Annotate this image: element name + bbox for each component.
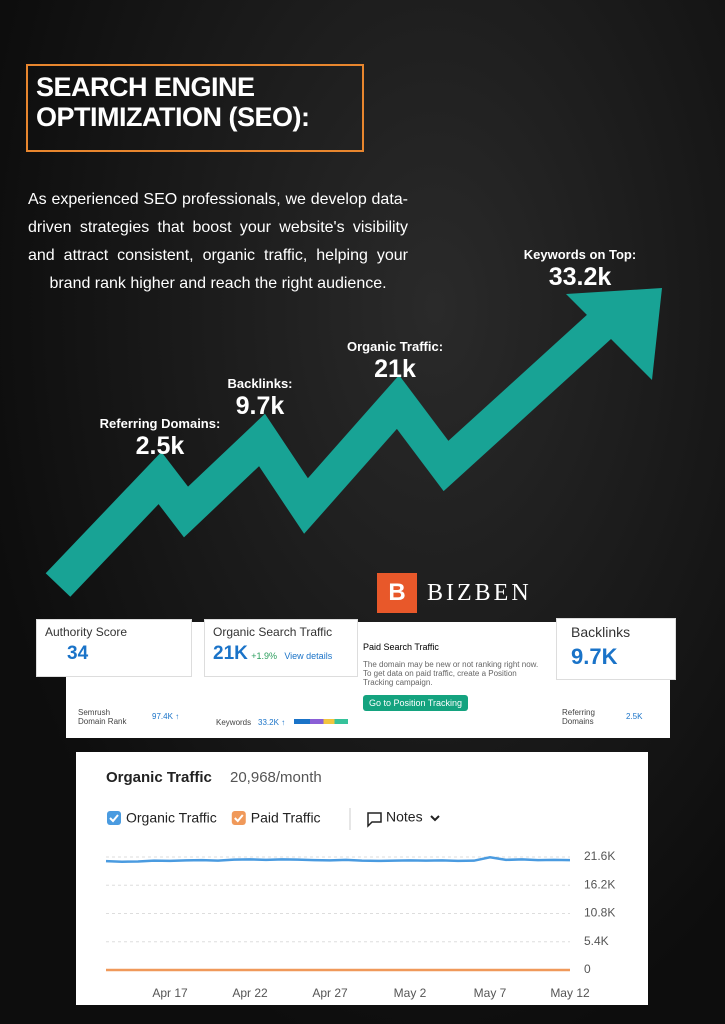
y-tick-label: 5.4K	[584, 934, 609, 948]
paid-note: The domain may be new or not ranking rig…	[363, 660, 539, 687]
legend-checkbox[interactable]	[231, 811, 246, 825]
brand-name: BIZBEN	[427, 579, 532, 606]
backlinks-value: 9.7K	[571, 644, 618, 669]
rank-label: Semrush Domain Rank	[78, 708, 127, 726]
legend-checkbox[interactable]	[107, 811, 121, 825]
organic-label: Organic Search Traffic	[213, 625, 333, 639]
stat: Referring Domains: 2.5k	[90, 416, 230, 461]
y-tick-label: 10.8K	[584, 906, 615, 920]
view-details[interactable]: View details	[284, 651, 333, 661]
stat-label: Referring Domains:	[99, 416, 221, 431]
notes-label[interactable]: Notes	[386, 809, 423, 825]
stat: Backlinks: 9.7k	[200, 376, 320, 421]
stat-label: Keywords on Top:	[523, 247, 637, 262]
stat: Keywords on Top: 33.2k	[510, 247, 650, 292]
authority-value: 34	[67, 643, 89, 664]
brand-logo: B	[377, 573, 417, 613]
tracking-button[interactable]: Go to Position Tracking	[363, 695, 469, 711]
keyword-bar	[294, 719, 348, 724]
organic-value: 21K	[213, 643, 248, 664]
stat-value: 33.2k	[548, 263, 612, 291]
arrow-body	[45, 313, 612, 597]
notes-icon[interactable]	[367, 812, 382, 828]
x-tick-label: Apr 17	[152, 986, 188, 1000]
stat-label: Organic Traffic:	[346, 339, 444, 354]
referring-label: Referring Domains	[562, 708, 595, 726]
brand: B BIZBEN	[377, 573, 532, 613]
stat-value: 2.5k	[135, 432, 185, 460]
backlinks-label: Backlinks	[571, 624, 631, 640]
referring-value: 2.5K	[626, 712, 643, 721]
intro: As experienced SEO professionals, we dev…	[28, 191, 408, 292]
x-tick-label: May 12	[550, 986, 590, 1000]
arrow-head	[566, 288, 662, 380]
rank-value: 97.4K ↑	[152, 712, 180, 721]
stat-value: 9.7k	[235, 392, 285, 420]
authority-label: Authority Score	[45, 625, 128, 639]
organic-row: 21K +1.9% View details	[213, 643, 349, 665]
paid-card: Paid Search Traffic The domain may be ne…	[363, 642, 543, 711]
y-tick-label: 21.6K	[584, 849, 615, 863]
stat: Organic Traffic: 21k	[330, 339, 460, 384]
legend-label: Paid Traffic	[251, 810, 321, 826]
keywords-value: 33.2K ↑	[258, 718, 286, 727]
authority-card: Authority Score 34	[36, 619, 192, 677]
legend-check	[234, 814, 244, 823]
x-tick-label: May 7	[474, 986, 507, 1000]
organic-card: Organic Search Traffic 21K +1.9% View de…	[204, 619, 358, 677]
organic-change: +1.9%	[251, 651, 277, 661]
series-line	[105, 855, 571, 863]
x-tick-label: May 2	[394, 986, 427, 1000]
y-tick-label: 16.2K	[584, 877, 615, 891]
chart-subtitle: 20,968/month	[230, 769, 322, 786]
legend-check	[109, 814, 119, 823]
title: SEARCH ENGINE OPTIMIZATION (SEO):	[26, 64, 364, 152]
y-tick-label: 0	[584, 962, 591, 976]
backlinks-card: Backlinks 9.7K	[556, 618, 676, 680]
x-tick-label: Apr 22	[232, 986, 268, 1000]
notes-chevron[interactable]	[430, 815, 440, 822]
paid-label: Paid Search Traffic	[363, 642, 439, 652]
legend-label: Organic Traffic	[126, 810, 217, 826]
chart: Organic Traffic 20,968/month Notes 0 5.4K…	[76, 752, 648, 1005]
stat-value: 21k	[374, 355, 416, 383]
chart-title: Organic Traffic	[106, 769, 212, 786]
stat-label: Backlinks:	[227, 376, 293, 391]
keywords-label: Keywords	[216, 718, 252, 727]
x-tick-label: Apr 27	[312, 986, 348, 1000]
